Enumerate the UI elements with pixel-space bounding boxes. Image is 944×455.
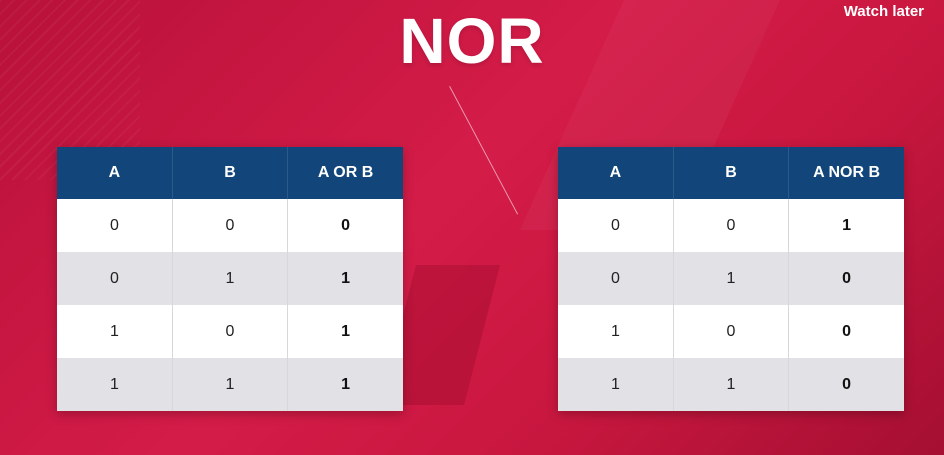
table-cell: 0 <box>558 252 674 305</box>
table-cell: 1 <box>172 358 289 411</box>
table-row: 0 0 0 <box>57 199 403 252</box>
column-header: A OR B <box>287 147 403 199</box>
nor-truth-table: A B A NOR B 0 0 1 0 1 0 1 0 0 1 1 0 <box>558 147 904 411</box>
result-cell: 1 <box>287 358 403 411</box>
column-header: A <box>558 147 674 199</box>
or-truth-table: A B A OR B 0 0 0 0 1 1 1 0 1 1 1 1 <box>57 147 403 411</box>
table-cell: 1 <box>673 358 790 411</box>
column-header: A NOR B <box>788 147 904 199</box>
table-row: 0 1 1 <box>57 252 403 305</box>
table-row: 1 0 1 <box>57 305 403 358</box>
table-cell: 1 <box>673 252 790 305</box>
table-row: 0 0 1 <box>558 199 904 252</box>
table-cell: 0 <box>57 252 173 305</box>
table-cell: 0 <box>558 199 674 252</box>
result-cell: 1 <box>287 305 403 358</box>
decorative-line <box>449 86 519 215</box>
table-cell: 0 <box>57 199 173 252</box>
watch-later-button[interactable]: Watch later <box>843 3 924 20</box>
table-row: 1 0 0 <box>558 305 904 358</box>
slide-title: NOR <box>399 5 545 77</box>
table-cell: 1 <box>57 358 173 411</box>
table-cell: 1 <box>57 305 173 358</box>
result-cell: 1 <box>788 199 904 252</box>
column-header: B <box>172 147 289 199</box>
column-header: A <box>57 147 173 199</box>
table-cell: 1 <box>558 358 674 411</box>
result-cell: 0 <box>788 305 904 358</box>
table-row: 0 1 0 <box>558 252 904 305</box>
table-row: 1 1 0 <box>558 358 904 411</box>
table-cell: 0 <box>673 199 790 252</box>
table-cell: 0 <box>172 199 289 252</box>
table-cell: 1 <box>558 305 674 358</box>
table-header-row: A B A NOR B <box>558 147 904 199</box>
table-cell: 0 <box>673 305 790 358</box>
column-header: B <box>673 147 790 199</box>
table-cell: 0 <box>172 305 289 358</box>
table-row: 1 1 1 <box>57 358 403 411</box>
result-cell: 0 <box>788 252 904 305</box>
table-header-row: A B A OR B <box>57 147 403 199</box>
table-cell: 1 <box>172 252 289 305</box>
result-cell: 1 <box>287 252 403 305</box>
result-cell: 0 <box>287 199 403 252</box>
result-cell: 0 <box>788 358 904 411</box>
